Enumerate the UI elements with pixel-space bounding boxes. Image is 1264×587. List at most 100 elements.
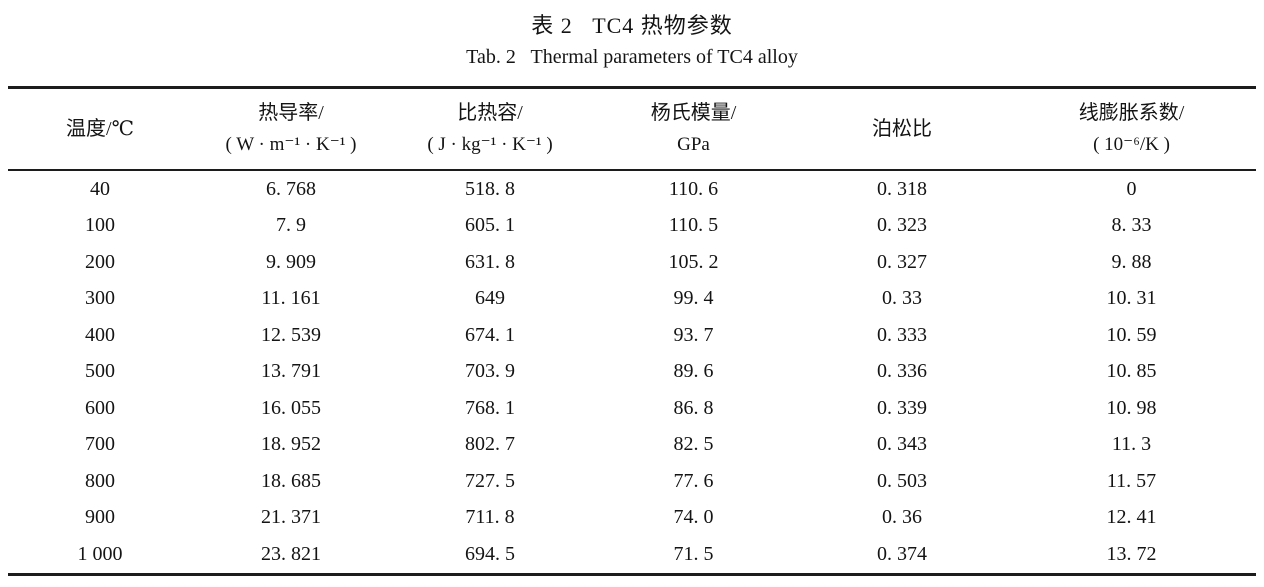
table-cell: 0. 36 [882, 506, 922, 529]
table-cell: 518. 8 [465, 177, 515, 200]
table-cell: 1 000 [77, 542, 123, 565]
table-cell: 0. 33 [882, 287, 922, 310]
table-cell: 768. 1 [465, 396, 515, 419]
table-cell: 10. 98 [1106, 396, 1157, 419]
table-cell: 89. 6 [673, 360, 714, 383]
table-title-en: Tab. 2 Thermal parameters of TC4 alloy [466, 46, 798, 68]
table-cell: 0. 327 [877, 250, 927, 273]
col-header-poissons-ratio: 泊松比 [797, 87, 1007, 171]
table-cell: 110. 5 [668, 214, 719, 237]
table-cell: 500 [85, 360, 115, 383]
table-cell: 10. 85 [1106, 360, 1157, 383]
table-cell: 649 [475, 287, 505, 310]
table-cell: 18. 685 [261, 469, 321, 492]
col-header-label: 温度/℃ [66, 117, 134, 140]
table-cell: 12. 539 [261, 323, 321, 346]
table-cell: 77. 6 [673, 469, 714, 492]
table-row: 200 9. 909 631. 8 105. 2 0. 327 9. 88 [8, 244, 1256, 281]
table-cell: 800 [85, 469, 115, 492]
table-cell: 11. 57 [1106, 469, 1157, 492]
table-cell: 9. 88 [1111, 250, 1152, 273]
table-cell: 13. 72 [1106, 542, 1157, 565]
table-cell: 12. 41 [1106, 506, 1157, 529]
table-row: 40 6. 768 518. 8 110. 6 0. 318 0 [8, 170, 1256, 208]
table-cell: 7. 9 [276, 214, 306, 237]
table-cell: 13. 791 [261, 360, 321, 383]
col-header-unit: ( J · kg⁻¹ · K⁻¹ ) [427, 134, 553, 155]
col-header-unit: ( 10⁻⁶/K ) [1093, 134, 1170, 155]
table-cell: 0. 343 [877, 433, 927, 456]
table-cell: 900 [85, 506, 115, 529]
table-cell: 74. 0 [673, 506, 714, 529]
col-header-unit: GPa [677, 134, 710, 155]
col-header-label: 比热容/ [457, 102, 523, 124]
col-header-label: 热导率/ [258, 102, 324, 124]
table-cell: 0. 336 [877, 360, 927, 383]
table-cell: 0. 318 [877, 177, 927, 200]
col-header-specific-heat: 比热容/ ( J · kg⁻¹ · K⁻¹ ) [390, 87, 590, 171]
table-cell: 605. 1 [465, 214, 515, 237]
table-cell: 0. 374 [877, 542, 927, 565]
table-cell: 674. 1 [465, 323, 515, 346]
table-cell: 700 [85, 433, 115, 456]
table-cell: 6. 768 [266, 177, 316, 200]
table-row: 700 18. 952 802. 7 82. 5 0. 343 11. 3 [8, 427, 1256, 464]
table-cell: 93. 7 [673, 323, 714, 346]
table-cell: 100 [85, 214, 115, 237]
table-cell: 0. 323 [877, 214, 927, 237]
table-cell: 0. 339 [877, 396, 927, 419]
table-row: 1 000 23. 821 694. 5 71. 5 0. 374 13. 72 [8, 536, 1256, 574]
col-header-thermal-conductivity: 热导率/ ( W · m⁻¹ · K⁻¹ ) [192, 87, 390, 171]
table-cell: 0. 503 [877, 469, 927, 492]
table-row: 400 12. 539 674. 1 93. 7 0. 333 10. 59 [8, 317, 1256, 354]
table-body: 40 6. 768 518. 8 110. 6 0. 318 0 100 7. … [8, 170, 1256, 574]
col-header-temperature: 温度/℃ [8, 87, 192, 171]
table-cell: 11. 3 [1111, 433, 1152, 456]
table-cell: 802. 7 [465, 433, 515, 456]
thermal-parameters-table: 温度/℃ 热导率/ ( W · m⁻¹ · K⁻¹ ) 比热容/ ( J · k… [8, 86, 1256, 576]
header-row: 温度/℃ 热导率/ ( W · m⁻¹ · K⁻¹ ) 比热容/ ( J · k… [8, 87, 1256, 171]
table-cell: 711. 8 [465, 506, 515, 529]
table-row: 100 7. 9 605. 1 110. 5 0. 323 8. 33 [8, 208, 1256, 245]
col-header-unit: ( W · m⁻¹ · K⁻¹ ) [225, 134, 357, 155]
table-cell: 600 [85, 396, 115, 419]
table-cell: 0 [1126, 177, 1137, 200]
table-row: 500 13. 791 703. 9 89. 6 0. 336 10. 85 [8, 354, 1256, 391]
col-header-label: 线膨胀系数/ [1078, 102, 1185, 124]
table-cell: 300 [85, 287, 115, 310]
table-cell: 21. 371 [261, 506, 321, 529]
table-cell: 8. 33 [1111, 214, 1152, 237]
table-row: 900 21. 371 711. 8 74. 0 0. 36 12. 41 [8, 500, 1256, 537]
table-cell: 23. 821 [261, 542, 321, 565]
table-cell: 727. 5 [465, 469, 515, 492]
table-row: 300 11. 161 649 99. 4 0. 33 10. 31 [8, 281, 1256, 318]
table-row: 800 18. 685 727. 5 77. 6 0. 503 11. 57 [8, 463, 1256, 500]
table-cell: 694. 5 [465, 542, 515, 565]
table-cell: 16. 055 [261, 396, 321, 419]
table-cell: 10. 31 [1106, 287, 1157, 310]
table-cell: 99. 4 [673, 287, 714, 310]
table-cell: 200 [85, 250, 115, 273]
table-cell: 11. 161 [261, 287, 321, 310]
col-header-label: 杨氏模量/ [650, 102, 737, 124]
table-cell: 82. 5 [673, 433, 714, 456]
col-header-label: 泊松比 [872, 117, 932, 140]
col-header-thermal-expansion: 线膨胀系数/ ( 10⁻⁶/K ) [1007, 87, 1256, 171]
table-cell: 400 [85, 323, 115, 346]
table-cell: 0. 333 [877, 323, 927, 346]
table-cell: 631. 8 [465, 250, 515, 273]
table-cell: 703. 9 [465, 360, 515, 383]
table-cell: 40 [90, 177, 110, 200]
table-cell: 110. 6 [668, 177, 719, 200]
table-cell: 9. 909 [266, 250, 316, 273]
table-cell: 86. 8 [673, 396, 714, 419]
table-cell: 10. 59 [1106, 323, 1157, 346]
table-header: 温度/℃ 热导率/ ( W · m⁻¹ · K⁻¹ ) 比热容/ ( J · k… [8, 87, 1256, 171]
table-title-zh: 表 2 TC4 热物参数 [531, 13, 733, 38]
table-cell: 18. 952 [261, 433, 321, 456]
table-cell: 105. 2 [668, 250, 719, 273]
col-header-youngs-modulus: 杨氏模量/ GPa [590, 87, 797, 171]
table-row: 600 16. 055 768. 1 86. 8 0. 339 10. 98 [8, 390, 1256, 427]
table-cell: 71. 5 [673, 542, 714, 565]
